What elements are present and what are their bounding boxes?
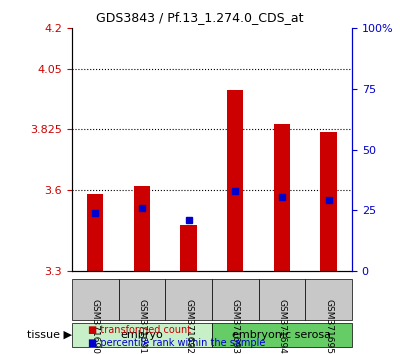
Text: GSM371695: GSM371695: [324, 299, 333, 354]
FancyBboxPatch shape: [212, 279, 259, 320]
FancyBboxPatch shape: [72, 322, 212, 347]
Text: tissue ▶: tissue ▶: [27, 330, 72, 340]
Text: GSM371694: GSM371694: [278, 299, 286, 354]
Text: GSM371691: GSM371691: [138, 299, 146, 354]
Bar: [274, 124, 290, 271]
Bar: [134, 186, 150, 271]
Bar: [180, 225, 197, 271]
FancyBboxPatch shape: [212, 322, 352, 347]
FancyBboxPatch shape: [259, 279, 305, 320]
Text: ■ percentile rank within the sample: ■ percentile rank within the sample: [88, 338, 265, 348]
Text: embryo: embryo: [121, 330, 163, 340]
Text: ■ transformed count: ■ transformed count: [88, 325, 191, 335]
FancyBboxPatch shape: [305, 279, 352, 320]
Text: GSM371690: GSM371690: [91, 299, 100, 354]
Text: embryonic serosa: embryonic serosa: [232, 330, 332, 340]
FancyBboxPatch shape: [72, 279, 119, 320]
FancyBboxPatch shape: [165, 279, 212, 320]
Text: GSM371693: GSM371693: [231, 299, 240, 354]
Text: GSM371692: GSM371692: [184, 299, 193, 354]
Bar: [87, 194, 104, 271]
FancyBboxPatch shape: [119, 279, 165, 320]
Bar: [227, 90, 244, 271]
Text: GDS3843 / Pf.13_1.274.0_CDS_at: GDS3843 / Pf.13_1.274.0_CDS_at: [96, 11, 304, 24]
Bar: [320, 132, 337, 271]
